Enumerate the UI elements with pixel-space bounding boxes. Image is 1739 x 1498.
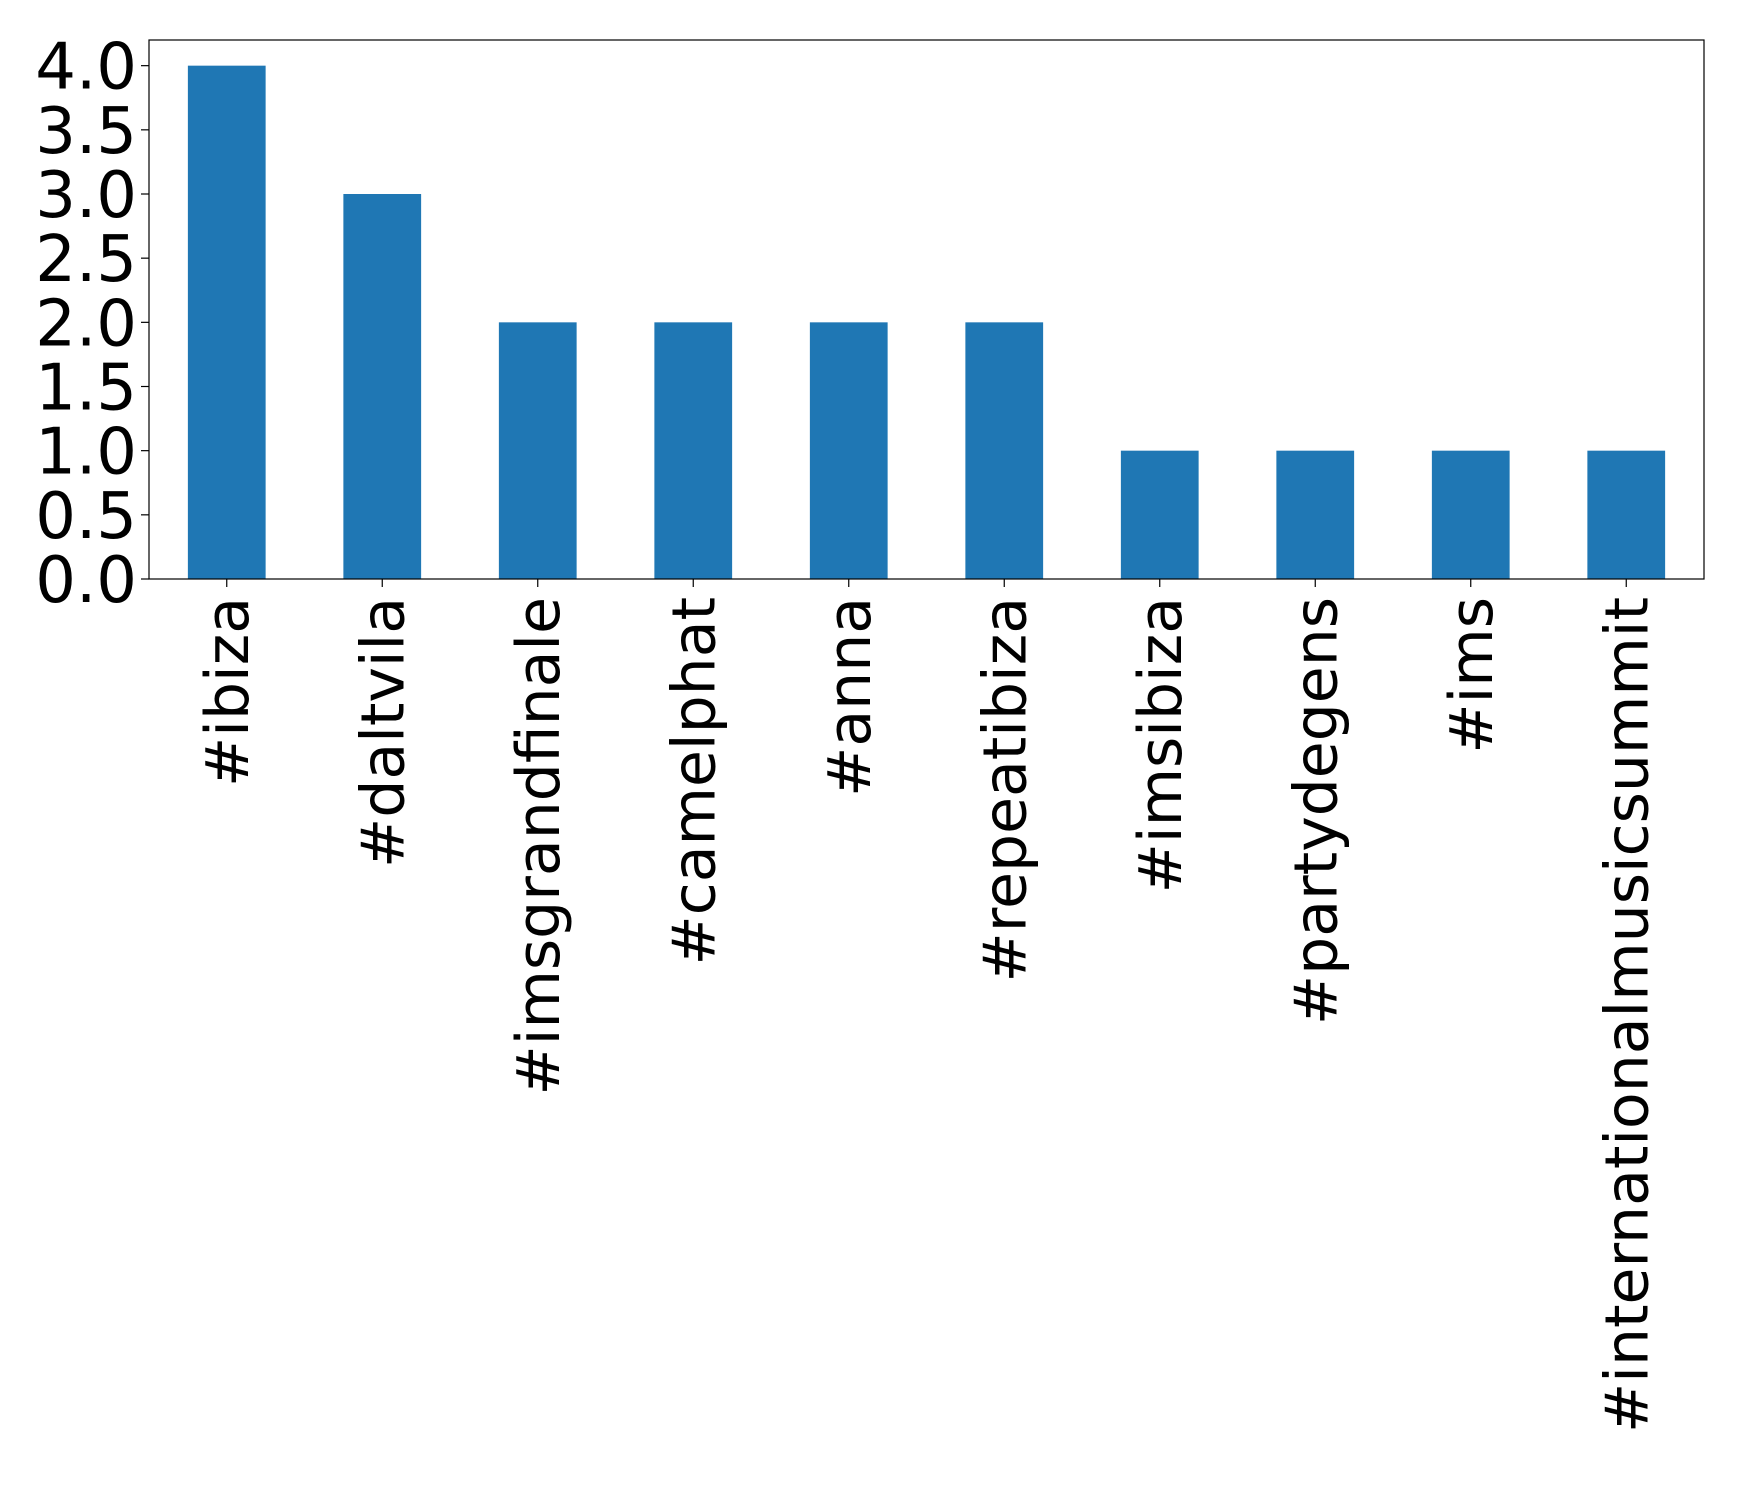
x-tick-label: #daltvila bbox=[348, 597, 418, 868]
y-tick-label: 0.5 bbox=[35, 480, 137, 554]
x-tick-label: #ibiza bbox=[193, 597, 263, 787]
bar bbox=[498, 322, 577, 579]
x-tick-label: #imsibiza bbox=[1126, 597, 1196, 893]
x-tick-label: #repeatibiza bbox=[970, 597, 1040, 983]
x-tick-label: #camelphat bbox=[659, 597, 729, 965]
plot-frame bbox=[148, 39, 1705, 580]
y-tick-label: 1.0 bbox=[35, 416, 137, 490]
x-tick-label: #anna bbox=[815, 597, 885, 797]
bar bbox=[1587, 450, 1666, 579]
bar bbox=[965, 322, 1044, 579]
y-tick-label: 3.0 bbox=[35, 159, 137, 233]
bar bbox=[1431, 450, 1510, 579]
y-tick-label: 0.0 bbox=[35, 544, 137, 618]
bar bbox=[809, 322, 888, 579]
bar bbox=[1120, 450, 1199, 579]
x-tick-label: #internationalmusicsummit bbox=[1592, 597, 1662, 1433]
y-tick-label: 3.5 bbox=[35, 95, 137, 169]
x-tick-label: #partydegens bbox=[1281, 597, 1351, 1025]
y-tick-label: 1.5 bbox=[35, 352, 137, 426]
bar bbox=[187, 65, 266, 579]
bar bbox=[343, 194, 422, 579]
y-tick-label: 2.0 bbox=[35, 287, 137, 361]
y-tick-label: 2.5 bbox=[35, 223, 137, 297]
bar bbox=[1276, 450, 1355, 579]
x-tick-label: #imsgrandfinale bbox=[504, 597, 574, 1095]
x-tick-label: #ims bbox=[1437, 597, 1507, 754]
y-tick-label: 4.0 bbox=[35, 31, 137, 105]
bar bbox=[654, 322, 733, 579]
